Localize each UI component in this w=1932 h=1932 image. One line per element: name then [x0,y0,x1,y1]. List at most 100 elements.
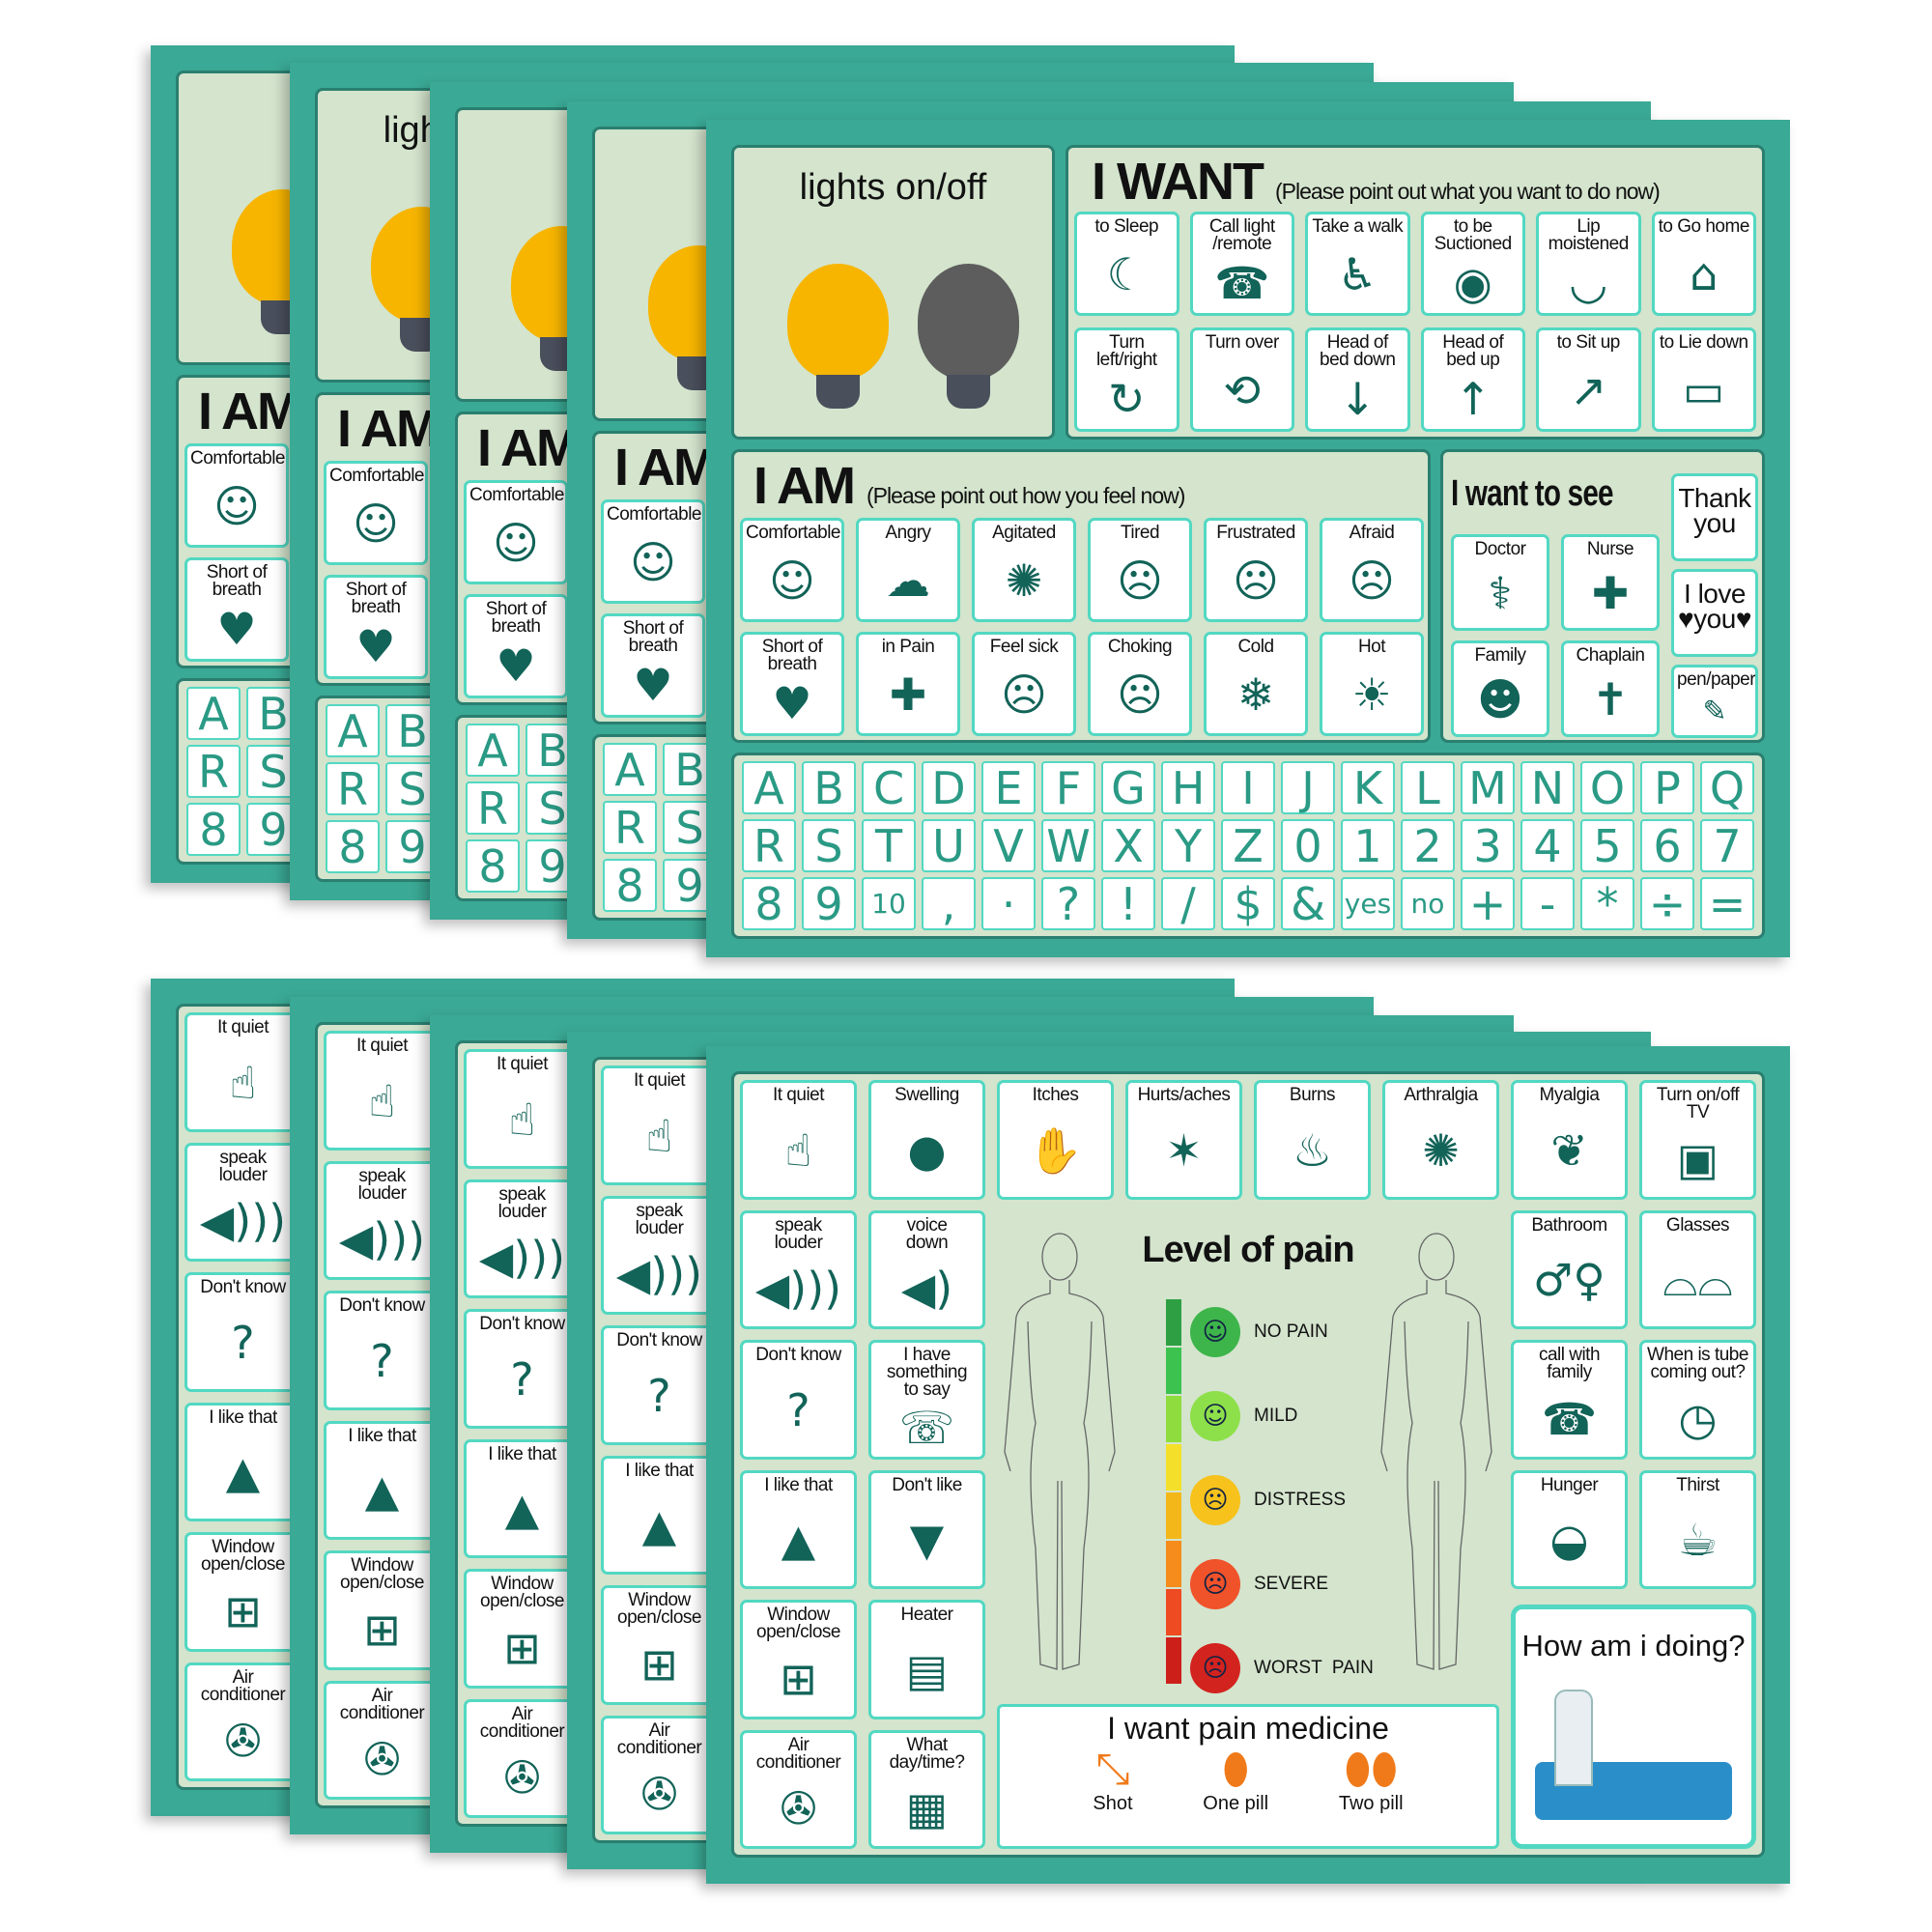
tile-paper-2[interactable]: pen/paper ✎ [1671,665,1758,738]
key-8[interactable]: 8 [326,820,380,873]
tile-clock-15[interactable]: When is tube coming out? ◷ [1639,1340,1756,1460]
pain-level-0[interactable]: ☺ NO PAIN [1190,1306,1374,1357]
tile-question-12[interactable]: Don't know? [601,1325,718,1445]
tile-question-12[interactable]: Don't know? [464,1309,581,1429]
key-1[interactable]: 1 [1341,819,1395,872]
key-,[interactable]: , [922,877,976,930]
tile-choking-9[interactable]: Choking ☹ [1088,632,1192,736]
tile-question-12[interactable]: Don't know? [324,1291,440,1410]
tile-nurse-1[interactable]: Nurse ✚ [1561,534,1660,631]
tile-muscle-6[interactable]: Myalgia ❦ [1511,1080,1628,1200]
tile-thumbs-up-16[interactable]: I like that ▲ [185,1402,301,1521]
tile-burns-4[interactable]: Burns ♨ [1254,1080,1371,1200]
key-8[interactable]: 8 [742,877,796,930]
key-D[interactable]: D [922,761,976,814]
key-no[interactable]: no [1401,877,1455,930]
tile-speaker-loud-8[interactable]: speak louder ◀))) [740,1209,857,1329]
lights-panel[interactable]: lights on/off [731,145,1055,440]
key-A[interactable]: A [603,743,657,796]
key-T[interactable]: T [862,819,916,872]
tile-speech-13[interactable]: I have something to say ☏ [868,1340,985,1460]
key-5[interactable]: 5 [1580,819,1634,872]
tile-happy-0[interactable]: Comfortable ☺ [324,461,428,565]
tile-thumbs-up-16[interactable]: I like that ▲ [601,1455,718,1575]
medicine-option-pill[interactable]: ⬮ One pill [1203,1746,1268,1815]
tile-quiet-0[interactable]: It quiet ☝ [740,1080,857,1200]
key-S[interactable]: S [802,819,856,872]
lightbulb-on-icon[interactable] [787,264,889,380]
key-=[interactable]: = [1700,877,1754,930]
key-yes[interactable]: yes [1341,877,1395,930]
tile-quiet-0[interactable]: It quiet ☝ [601,1065,718,1185]
tile-happy-0[interactable]: Comfortable ☺ [740,518,844,622]
tile-calendar-23[interactable]: What day/time? ▦ [868,1729,985,1849]
tile-fan-22[interactable]: Air conditioner ✇ [601,1715,718,1834]
tile-question-12[interactable]: Don't know? [185,1272,301,1392]
tile-house-5[interactable]: to Go home ⌂ [1651,212,1756,316]
key-8[interactable]: 8 [466,839,520,893]
key-A[interactable]: A [186,687,241,740]
key-7[interactable]: 7 [1700,819,1754,872]
tile-speaker-loud-8[interactable]: speak louder ◀))) [185,1142,301,1262]
tile-angry-1[interactable]: Angry ☁ [856,518,960,622]
key-X[interactable]: X [1101,819,1155,872]
tile-tired-3[interactable]: Tired ☹ [1088,518,1192,622]
key-8[interactable]: 8 [603,859,657,912]
tile-cold-10[interactable]: Cold ❄ [1204,632,1308,736]
key-Z[interactable]: Z [1221,819,1275,872]
tile-remote-1[interactable]: Call light /remote ☎ [1189,212,1294,316]
tile-breath-6[interactable]: Short of breath ♥ [324,575,428,679]
key-E[interactable]: E [981,761,1036,814]
tile-window-20[interactable]: Window open/close ⊞ [185,1532,301,1652]
key-/[interactable]: / [1161,877,1215,930]
pain-level-2[interactable]: ☹ DISTRESS [1190,1474,1374,1525]
key-B[interactable]: B [802,761,856,814]
tile-thumbs-up-16[interactable]: I like that ▲ [740,1469,857,1589]
tile-window-20[interactable]: Window open/close ⊞ [601,1585,718,1705]
medicine-option-syringe[interactable]: ⤡ Shot [1093,1746,1132,1815]
tile-thumbs-up-16[interactable]: I like that ▲ [324,1420,440,1540]
tile-turn-6[interactable]: Turn left/right↻ [1074,327,1179,432]
key-Y[interactable]: Y [1161,819,1215,872]
tile-lie-down-11[interactable]: to Lie down ▭ [1651,327,1756,432]
key-*[interactable]: * [1580,877,1634,930]
tile-speaker-low-9[interactable]: voice down ◀) [868,1209,985,1329]
tile-quiet-0[interactable]: It quiet ☝ [185,1012,301,1132]
tile-breath-6[interactable]: Short of breath ♥ [740,632,844,736]
key-$[interactable]: $ [1221,877,1275,930]
tile-wheelchair-2[interactable]: Take a walk ♿ [1305,212,1410,316]
tile-doctor-0[interactable]: Doctor ⚕ [1451,534,1549,631]
tile-fan-22[interactable]: Air conditioner ✇ [464,1698,581,1818]
lightbulb-off-icon[interactable] [918,264,1019,380]
tile-window-20[interactable]: Window open/close ⊞ [464,1569,581,1689]
tile-water-19[interactable]: Thirst ☕ [1639,1469,1756,1589]
key-M[interactable]: M [1461,761,1515,814]
tile-hurts-3[interactable]: Hurts/aches ✶ [1125,1080,1242,1200]
tile-bread-18[interactable]: Hunger ◒ [1511,1469,1628,1589]
key-9[interactable]: 9 [802,877,856,930]
key-G[interactable]: G [1101,761,1155,814]
tile-afraid-5[interactable]: Afraid ☹ [1320,518,1424,622]
tile-none-0[interactable]: Thank you [1671,473,1758,562]
key-÷[interactable]: ÷ [1640,877,1694,930]
tile-none-1[interactable]: I love ♥you♥ [1671,569,1758,658]
tile-happy-0[interactable]: Comfortable ☺ [185,443,289,548]
key-R[interactable]: R [466,781,520,835]
tile-fan-22[interactable]: Air conditioner ✇ [324,1680,440,1800]
tile-quiet-0[interactable]: It quiet ☝ [464,1049,581,1169]
key-C[interactable]: C [862,761,916,814]
key-&[interactable]: & [1281,877,1335,930]
key-A[interactable]: A [466,724,520,777]
tile-speaker-loud-8[interactable]: speak louder ◀))) [324,1160,440,1280]
how-am-i-doing-tile[interactable]: How am i doing? [1511,1605,1756,1849]
tile-sleep-0[interactable]: to Sleep ☾ [1074,212,1179,316]
tile-breath-6[interactable]: Short of breath ♥ [464,594,568,698]
key-N[interactable]: N [1520,761,1575,814]
tile-thumbs-down-17[interactable]: Don't like ▼ [868,1469,985,1589]
key-R[interactable]: R [326,762,380,815]
key-O[interactable]: O [1580,761,1634,814]
tile-sit-up-10[interactable]: to Sit up ↗ [1536,327,1641,432]
tile-phone-14[interactable]: call with family ☎ [1511,1340,1628,1460]
key-?[interactable]: ? [1041,877,1095,930]
tile-thumbs-up-16[interactable]: I like that ▲ [464,1438,581,1558]
